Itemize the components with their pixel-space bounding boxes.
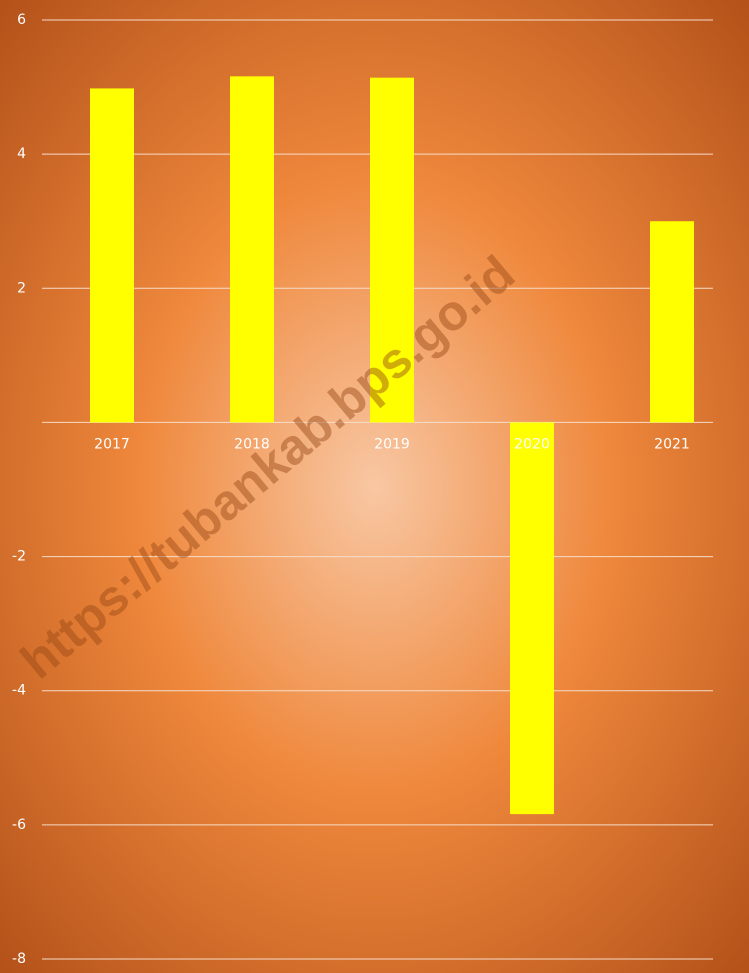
x-tick-label: 2019 [374,436,410,452]
y-tick-label: -4 [12,683,26,699]
x-tick-label: 2020 [514,436,550,452]
y-tick-label: 2 [17,280,26,296]
y-tick-label: 6 [17,12,26,28]
y-tick-label: 4 [17,146,26,162]
x-tick-label: 2017 [94,436,130,452]
x-tick-label: 2018 [234,436,270,452]
x-tick-label: 2021 [654,436,690,452]
bar [370,77,414,423]
y-tick-label: -2 [12,549,26,565]
y-tick-label: -8 [12,951,26,967]
bar [230,76,274,423]
y-tick-label: -6 [12,817,26,833]
bar [510,422,554,815]
plot-area: 6 4 2 -2 -4 -6 -8 2017 2018 2019 2020 2021 [12,12,713,967]
bar [650,221,694,423]
bar [90,88,134,423]
